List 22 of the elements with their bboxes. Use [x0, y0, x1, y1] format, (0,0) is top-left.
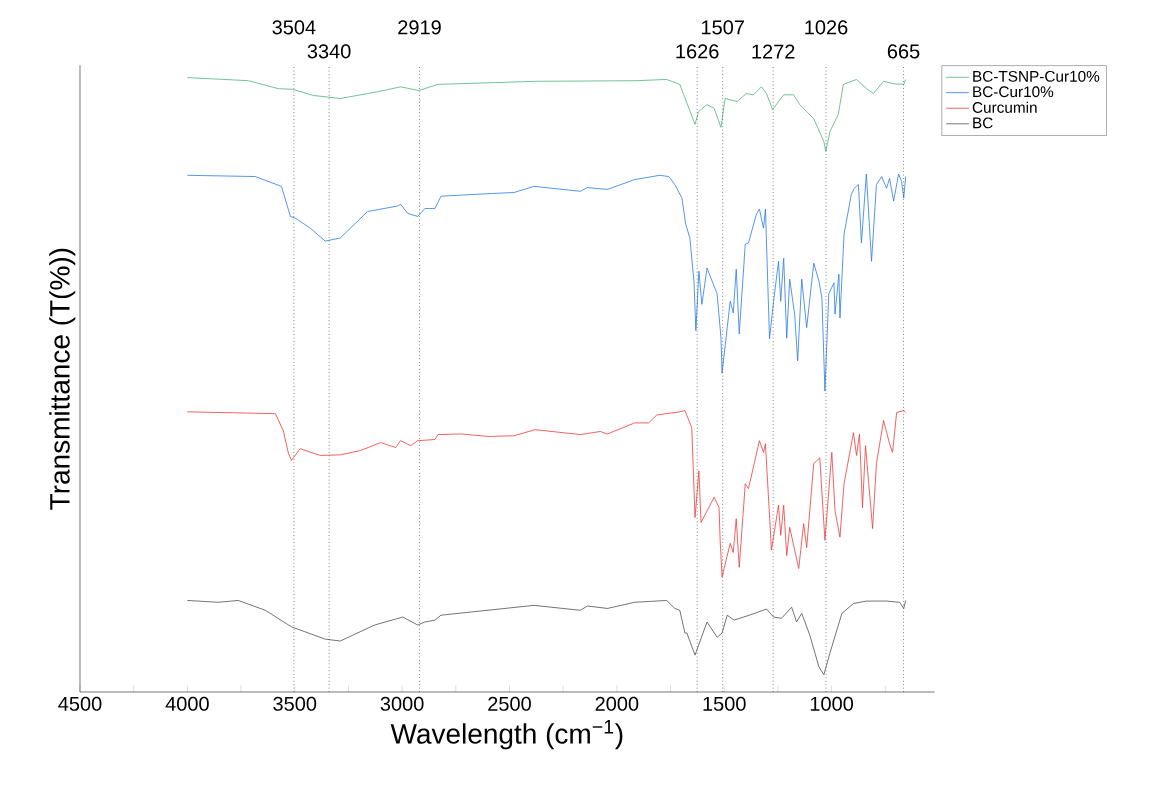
legend-label: BC-TSNP-Cur10%	[973, 70, 1100, 82]
x-tick-label: 2000	[595, 696, 639, 711]
ref-line-label: 2919	[398, 20, 441, 35]
x-tick-label: 1500	[703, 696, 746, 711]
ref-line-label: 1272	[752, 44, 795, 59]
x-axis-title: Wavelength (cm$^{−1}$)	[390, 719, 623, 750]
x-tick-label: 3500	[273, 696, 317, 711]
ref-line-label: 3504	[272, 20, 316, 35]
x-tick-label: 4500	[58, 696, 102, 711]
ref-line-label: 1026	[805, 20, 848, 35]
ref-line-label: 665	[887, 44, 920, 59]
y-axis-title: Transmittance (T(%))	[49, 248, 76, 510]
x-tick-label: 2500	[488, 696, 531, 711]
ref-line-label: 1507	[701, 20, 744, 35]
legend-label: BC-Cur10%	[973, 86, 1054, 97]
ref-line-label: 3340	[307, 44, 351, 59]
x-tick-label: 4000	[165, 696, 209, 711]
legend-label: BC	[973, 117, 993, 129]
legend-label: Curcumin	[972, 101, 1037, 113]
x-tick-label: 3000	[380, 696, 424, 711]
ref-line-label: 1626	[676, 44, 719, 59]
x-tick-label: 1000	[810, 696, 854, 711]
